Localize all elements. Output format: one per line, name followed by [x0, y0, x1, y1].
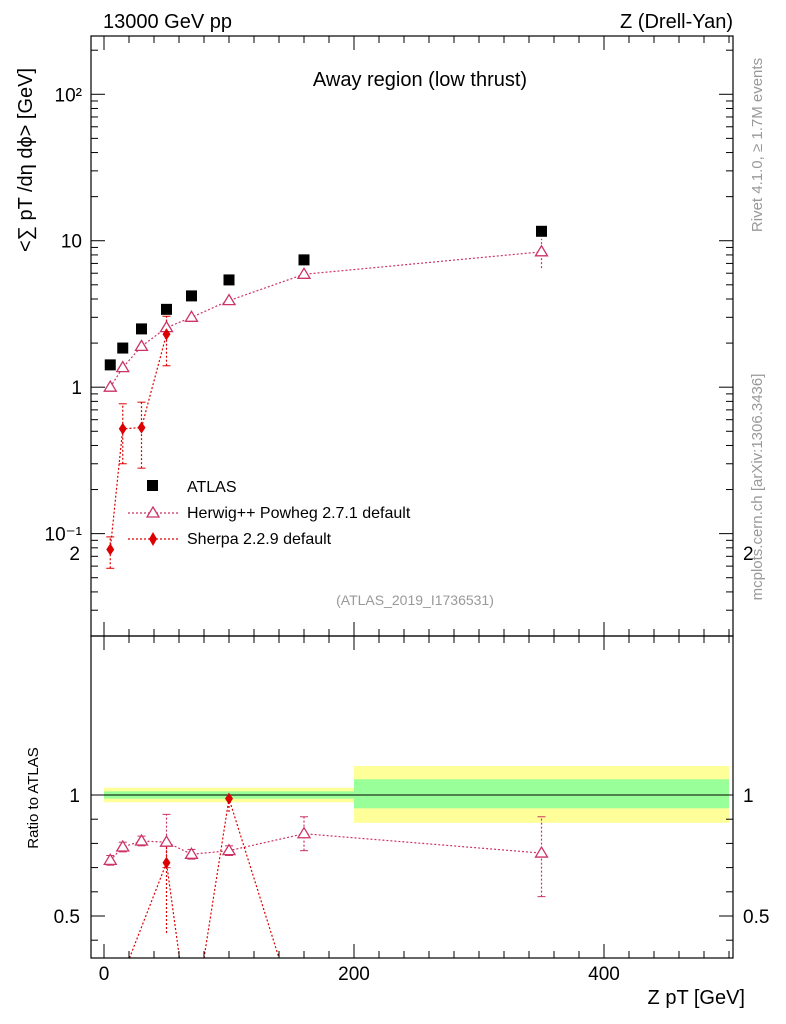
- legend-marker-herwig: [145, 505, 161, 518]
- ratio-herwig-point: [296, 826, 312, 839]
- herwig-point: [296, 267, 312, 279]
- atlas-point: [186, 290, 197, 302]
- atlas-point: [223, 274, 235, 286]
- main-title: Away region (low thrust): [313, 69, 527, 91]
- ratio-sherpa-point: [225, 792, 233, 805]
- xlabel: Z pT [GeV]: [648, 987, 745, 1009]
- main-ytick-label: 1: [71, 378, 82, 399]
- ratio-herwig-point: [184, 847, 199, 859]
- ratio-sherpa-line: [128, 860, 181, 959]
- herwig-point: [184, 310, 199, 322]
- atlas-point: [161, 303, 172, 315]
- legend-label-sherpa: Sherpa 2.2.9 default: [187, 531, 332, 548]
- sherpa-point: [137, 421, 146, 434]
- ratio-ytick-label: 2: [69, 544, 80, 565]
- ratio-band-inner: [354, 779, 729, 809]
- herwig-point: [221, 293, 237, 306]
- legend: ATLAS Herwig++ Powheg 2.7.1 default Sher…: [128, 479, 411, 548]
- sherpa-point: [118, 422, 127, 435]
- main-ytick-label: 10⁻¹: [45, 525, 83, 546]
- main-ylabel-text: <∑ pT /dη dϕ> [GeV]: [15, 68, 37, 252]
- ratio-xtick-label: 0: [99, 964, 110, 985]
- atlas-point: [536, 225, 547, 237]
- ratio-xtick-label: 400: [588, 964, 620, 985]
- atlas-point: [104, 359, 116, 371]
- rivet-label: Rivet 4.1.0, ≥ 1.7M events: [749, 58, 766, 232]
- ratio-xtick-label: 200: [338, 964, 370, 985]
- atlas-point: [117, 342, 129, 354]
- herwig-point: [103, 379, 118, 392]
- header-left: 13000 GeV pp: [103, 11, 232, 33]
- herwig-point: [534, 244, 549, 257]
- legend-marker-atlas: [147, 480, 158, 491]
- herwig-line: [109, 251, 542, 388]
- ratio-ylabel: Ratio to ATLAS: [25, 747, 42, 848]
- main-panel: 10⁻¹ 1 10 10² Away region (low thrust) (ATL…: [15, 35, 734, 637]
- legend-marker-sherpa: [149, 532, 157, 546]
- ratio-herwig-point: [103, 853, 118, 865]
- ratio-sherpa-point: [162, 856, 171, 869]
- ratio-herwig-point: [159, 834, 174, 847]
- sherpa-point: [162, 328, 171, 341]
- ratio-ytick-label: 1: [69, 786, 80, 807]
- ratio-ytick-label-right: 1: [743, 786, 754, 807]
- ratio-herwig-point: [221, 843, 237, 856]
- main-ytick-label: 10²: [55, 85, 82, 106]
- ratio-herwig-line: [109, 833, 542, 861]
- ratio-ytick-label-right: 0.5: [743, 907, 769, 928]
- sherpa-line: [109, 334, 168, 550]
- atlas-point: [298, 254, 310, 266]
- mcplots-label: mcplots.cern.ch [arXiv:1306.3436]: [749, 374, 766, 601]
- ratio-frame: [90, 635, 734, 959]
- sherpa-point: [106, 543, 115, 556]
- ratio-herwig-point: [134, 833, 149, 846]
- ratio-ytick-label-right: 2: [743, 544, 754, 565]
- main-ylabel: <∑ pT /dη dϕ> [GeV]: [15, 68, 37, 252]
- main-ytick-label: 10: [61, 232, 82, 253]
- header-right: Z (Drell-Yan): [620, 11, 733, 33]
- analysis-watermark: (ATLAS_2019_I1736531): [336, 592, 494, 608]
- ratio-herwig-point: [115, 839, 130, 852]
- herwig-point: [115, 360, 130, 373]
- ratio-herwig-point: [534, 845, 549, 858]
- ratio-ytick-label: 0.5: [54, 907, 80, 928]
- legend-label-atlas: ATLAS: [187, 479, 237, 496]
- ratio-panel: 0.5 0.5 1 1 2 2 0 200 400 Ratio to ATLAS Z pT [G…: [25, 544, 769, 1009]
- ratio-sherpa-line: [203, 798, 280, 959]
- herwig-point: [134, 339, 149, 352]
- legend-label-herwig: Herwig++ Powheg 2.7.1 default: [187, 505, 411, 522]
- atlas-point: [136, 323, 147, 335]
